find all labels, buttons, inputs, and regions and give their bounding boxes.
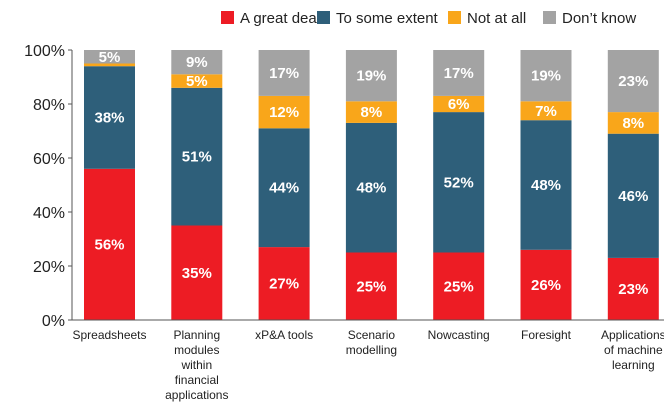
x-tick-label: Applications <box>601 328 664 342</box>
data-label: 56% <box>94 236 124 253</box>
data-label: 7% <box>535 103 557 120</box>
y-tick-label: 80% <box>33 97 65 114</box>
x-tick-label: Planning <box>173 328 220 342</box>
bar-segment <box>607 133 659 258</box>
bar-segment <box>433 252 485 320</box>
data-label: 8% <box>622 115 644 132</box>
bar-segment <box>171 225 223 320</box>
data-label: 19% <box>356 68 386 85</box>
bar-segment <box>607 50 659 113</box>
legend-swatch <box>543 11 556 24</box>
bar-segment <box>520 101 572 121</box>
bar-segment <box>171 50 223 75</box>
bars: 56% 38% 5% 35% 51% 5% 9% 27% 44% 12% 17% 25% 48% 8% 19… <box>84 49 659 320</box>
x-tick-label: applications <box>165 388 228 402</box>
legend-label: Not at all <box>467 10 526 27</box>
data-label: 12% <box>269 104 299 121</box>
bar-segment <box>258 50 310 96</box>
bar-segment <box>345 50 397 102</box>
bar-segment <box>84 168 135 320</box>
legend-label: A great deal <box>240 10 320 27</box>
data-label: 5% <box>99 49 121 66</box>
bar-segment <box>433 95 485 113</box>
bar-segment <box>433 50 485 96</box>
data-label: 51% <box>182 149 212 166</box>
legend-swatch <box>448 11 461 24</box>
bar-segment <box>258 128 310 248</box>
data-label: 5% <box>186 73 208 90</box>
data-label: 23% <box>618 73 648 90</box>
bar-segment <box>520 50 572 102</box>
bar-segment <box>433 112 485 253</box>
y-tick-label: 40% <box>33 205 65 222</box>
legend: A great deal To some extent Not at all Don’… <box>221 10 636 27</box>
bar-segment <box>258 95 310 129</box>
bar-segment <box>607 257 659 320</box>
data-label: 26% <box>531 277 561 294</box>
bar-segment <box>171 87 223 226</box>
x-tick-label: learning <box>612 358 655 372</box>
data-label: 46% <box>618 188 648 205</box>
bar-segment <box>345 122 397 253</box>
bar-segment <box>258 247 310 320</box>
x-tick-label: Scenario <box>348 328 396 342</box>
bar-segment <box>607 112 659 134</box>
bar-segment <box>84 63 135 67</box>
x-tick-label: modelling <box>346 343 397 357</box>
data-label: 8% <box>361 104 383 121</box>
y-axis: 0% 20% 40% 60% 80% 100% <box>24 43 73 330</box>
data-label: 38% <box>94 110 124 127</box>
legend-label: To some extent <box>336 10 439 27</box>
data-label: 6% <box>448 96 470 113</box>
data-label: 44% <box>269 180 299 197</box>
y-tick-label: 60% <box>33 151 65 168</box>
y-tick-label: 20% <box>33 259 65 276</box>
x-axis: Spreadsheets Planningmoduleswithinfinanci… <box>72 319 664 402</box>
legend-swatch <box>317 11 330 24</box>
x-tick-label: Foresight <box>521 328 572 342</box>
x-tick-label: of machine <box>604 343 663 357</box>
bar-segment <box>520 120 572 250</box>
data-label: 19% <box>531 68 561 85</box>
legend-swatch <box>221 11 234 24</box>
data-label: 27% <box>269 276 299 293</box>
bar-segment <box>84 66 135 169</box>
data-label: 17% <box>269 65 299 82</box>
data-label: 23% <box>618 281 648 298</box>
y-tick-label: 0% <box>42 313 65 330</box>
data-label: 25% <box>356 278 386 295</box>
y-tick-label: 100% <box>24 43 65 60</box>
bar-segment <box>520 249 572 320</box>
bar-segment <box>345 252 397 320</box>
data-label: 52% <box>444 174 474 191</box>
data-label: 25% <box>444 278 474 295</box>
x-tick-label: Nowcasting <box>428 328 490 342</box>
data-label: 48% <box>356 180 386 197</box>
data-label: 17% <box>444 65 474 82</box>
legend-label: Don’t know <box>562 10 636 27</box>
bar-segment <box>345 101 397 123</box>
data-label: 48% <box>531 177 561 194</box>
data-label: 35% <box>182 265 212 282</box>
x-tick-label: within <box>180 358 212 372</box>
x-tick-label: modules <box>174 343 219 357</box>
x-tick-label: financial <box>175 373 219 387</box>
bar-segment <box>171 74 223 88</box>
x-tick-label: Spreadsheets <box>72 328 146 342</box>
data-label: 9% <box>186 54 208 71</box>
bar-segment <box>84 50 135 64</box>
x-tick-label: xP&A tools <box>255 328 313 342</box>
